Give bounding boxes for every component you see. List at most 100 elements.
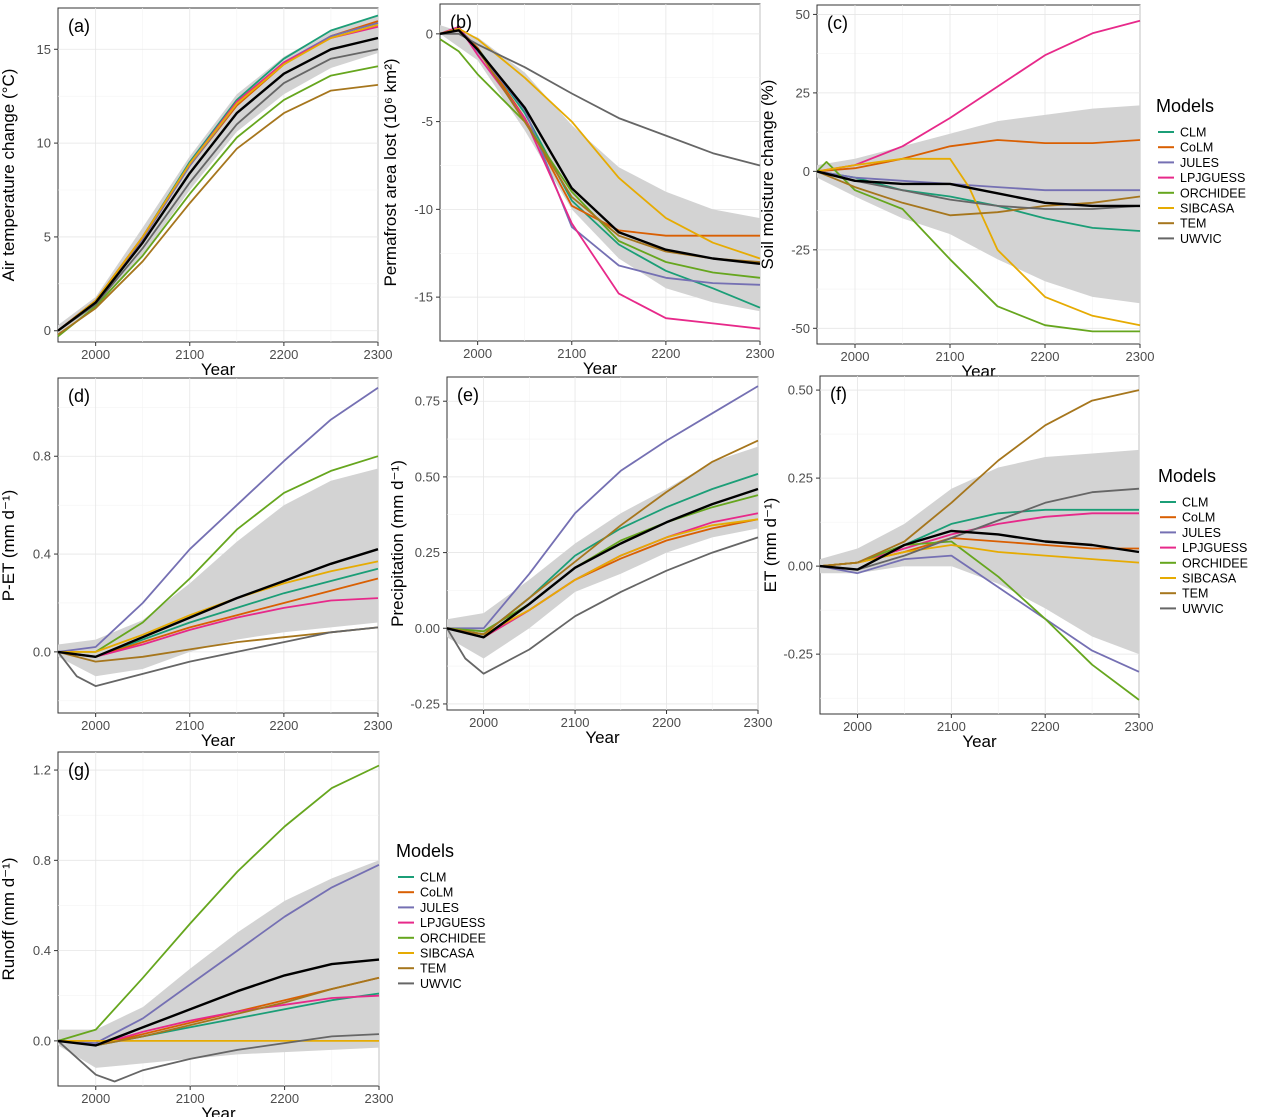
series-line-mean (57, 548, 379, 658)
x-tick-label: 2300 (744, 715, 773, 730)
x-axis-title: Year (201, 360, 236, 379)
x-tick-label: 2200 (269, 718, 298, 733)
legend-label: CoLM (1180, 141, 1213, 155)
series-line-mean (819, 529, 1140, 571)
x-axis-title: Year (201, 1104, 236, 1117)
legend-label: UWVIC (420, 977, 462, 991)
y-tick-label: 10 (37, 136, 51, 151)
series-line-uwvic (57, 626, 379, 687)
series-line-mean (816, 170, 1140, 208)
series-line-tem (446, 439, 759, 636)
x-tick-label: 2300 (1126, 349, 1155, 364)
series-line-jules (57, 863, 380, 1044)
x-tick-label: 2200 (1031, 719, 1060, 734)
x-tick-label: 2200 (269, 347, 298, 362)
legend-label: CLM (420, 871, 446, 885)
series-line-mean (446, 487, 759, 639)
panel-g: 2000 2100 2200 2300 0.0 0.4 0.8 1.2 Year Runoff (… (0, 751, 393, 1117)
series-line-jules (819, 554, 1140, 673)
y-tick-label: 15 (37, 42, 51, 57)
x-tick-label: 2300 (364, 347, 393, 362)
series-line-orchidee (57, 764, 380, 1042)
x-tick-label: 2200 (652, 715, 681, 730)
y-axis-title: Permafrost area lost (10⁶ km²) (381, 58, 400, 286)
series-line-orchidee (58, 455, 379, 653)
panel-label: (g) (68, 760, 90, 780)
x-axis-title: Year (585, 728, 620, 747)
x-axis-title: Year (201, 731, 236, 750)
y-tick-label: 0 (44, 323, 51, 338)
y-tick-label: 0.50 (415, 469, 440, 484)
series-line-tem (57, 976, 380, 1047)
x-tick-label: 2000 (81, 1091, 110, 1106)
x-tick-label: 2300 (1125, 719, 1154, 734)
legend-label: CLM (1180, 126, 1206, 140)
panel-label: (d) (68, 386, 90, 406)
series-line-uwvic (57, 48, 379, 332)
y-axis-title: Precipitation (mm d⁻¹) (388, 460, 407, 627)
x-tick-label: 2100 (561, 715, 590, 730)
uncertainty-band (820, 449, 1139, 655)
legend-label: ORCHIDEE (1180, 186, 1246, 200)
series-line-clm (816, 170, 1141, 232)
legend-title: Models (1158, 466, 1216, 486)
legend-label: CoLM (420, 886, 453, 900)
legend-label: CLM (1182, 496, 1208, 510)
series-line-sibcasa (819, 544, 1140, 567)
legend-label: TEM (1180, 217, 1206, 231)
legend-label: LPJGUESS (420, 916, 485, 930)
panel-d: 2000 2100 2200 2300 0.0 0.4 0.8 Year P-ET (mm d⁻… (0, 377, 392, 750)
y-tick-label: 0.25 (788, 471, 813, 486)
y-tick-label: -5 (421, 114, 433, 129)
panel-b: 2000 2100 2200 2300 0 -5 -10 -15 Year Permafrost … (381, 3, 774, 378)
y-tick-label: -25 (791, 242, 810, 257)
x-tick-label: 2100 (937, 719, 966, 734)
x-tick-label: 2000 (469, 715, 498, 730)
legend-label: ORCHIDEE (420, 931, 486, 945)
y-tick-label: -15 (414, 290, 433, 305)
panel-f: 2000 2100 2200 2300 0.50 0.25 0.00 -0.25 Year ET … (761, 375, 1154, 751)
series-line-uwvic (819, 487, 1140, 571)
x-tick-label: 2200 (1031, 349, 1060, 364)
y-tick-label: 0.8 (33, 853, 51, 868)
y-tick-label: -50 (791, 321, 810, 336)
series-line-uwvic (446, 536, 759, 675)
y-axis-title: Soil moisture change (%) (758, 80, 777, 270)
y-tick-label: 0.4 (33, 943, 51, 958)
y-tick-label: 50 (796, 7, 810, 22)
series-line-jules (447, 385, 759, 630)
y-tick-label: 0.00 (415, 621, 440, 636)
x-tick-label: 2000 (843, 719, 872, 734)
legend-label: LPJGUESS (1182, 541, 1247, 555)
series-line-sibcasa (57, 24, 379, 332)
y-tick-label: 0.8 (33, 449, 51, 464)
legend-label: TEM (420, 962, 446, 976)
legend-title: Models (396, 841, 454, 861)
uncertainty-band (58, 15, 378, 337)
legend-label: SIBCASA (1182, 572, 1237, 586)
panel-label: (c) (827, 13, 848, 33)
y-axis-title: ET (mm d⁻¹) (761, 498, 780, 593)
legend-label: CoLM (1182, 511, 1215, 525)
y-tick-label: 1.2 (33, 763, 51, 778)
y-axis-title: P-ET (mm d⁻¹) (0, 490, 18, 602)
series-line-lpjguess (816, 19, 1141, 173)
legend-label: UWVIC (1180, 232, 1222, 246)
x-tick-label: 2000 (81, 347, 110, 362)
series-line-uwvic (57, 1033, 380, 1083)
series-line-sibcasa (439, 27, 761, 260)
legend-title: Models (1156, 96, 1214, 116)
series-line-orchidee (439, 38, 761, 279)
y-tick-label: 25 (796, 85, 810, 100)
panel-label: (f) (830, 384, 847, 404)
x-tick-label: 2200 (651, 346, 680, 361)
uncertainty-band (58, 468, 378, 677)
y-tick-label: 0.25 (415, 545, 440, 560)
series-line-orchidee (57, 65, 379, 338)
series-line-orchidee (816, 161, 1140, 333)
